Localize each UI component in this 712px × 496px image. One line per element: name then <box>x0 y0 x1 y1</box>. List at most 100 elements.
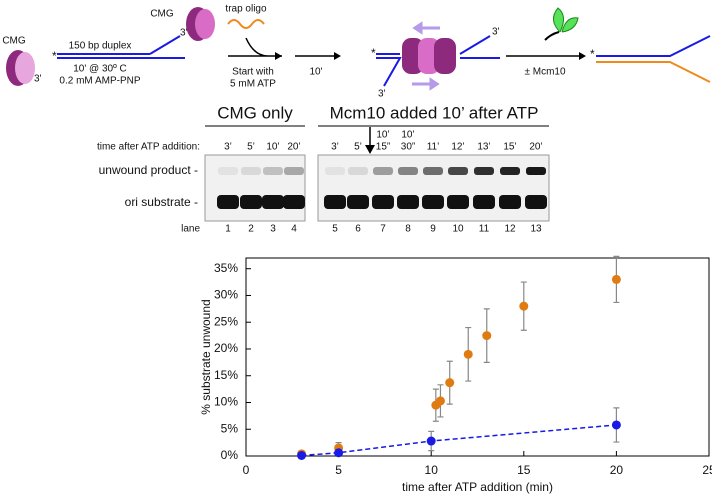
y-axis-label: % substrate unwound <box>199 299 213 414</box>
gel-label: ori substrate - <box>125 195 198 209</box>
product-band <box>423 167 443 175</box>
lane-number: 2 <box>248 224 254 235</box>
product-band <box>474 167 494 175</box>
lane-time: 10’ <box>266 142 279 153</box>
series-line <box>301 424 617 457</box>
gel-label: lane <box>181 224 200 235</box>
mcm10-shape <box>553 7 579 33</box>
point <box>297 450 307 460</box>
substrate-band <box>283 195 305 209</box>
y-tick-label: 20% <box>214 341 238 355</box>
motion-arrow <box>412 21 440 91</box>
x-tick-label: 5 <box>335 463 342 477</box>
label: 0.2 mM AMP-PNP <box>59 76 140 87</box>
product-band <box>284 167 304 175</box>
substrate-band <box>262 195 284 209</box>
substrate-band <box>447 195 469 209</box>
product-band <box>500 167 520 175</box>
y-tick-label: 10% <box>214 395 238 409</box>
substrate-band <box>473 195 495 209</box>
gel: CMG only Mcm10 added 10’ after ATP time … <box>97 103 550 235</box>
gel-header: CMG only <box>217 103 293 122</box>
product-band <box>448 167 468 175</box>
cmg-shape <box>195 9 215 39</box>
lane-time: 10’ <box>376 130 389 141</box>
x-tick-label: 15 <box>517 463 531 477</box>
substrate-band <box>525 195 547 209</box>
product-band <box>218 167 238 175</box>
product-band <box>526 167 546 175</box>
gel-panel <box>317 154 550 222</box>
lane-number: 11 <box>479 224 490 235</box>
lane-time: 30” <box>401 142 415 153</box>
label: trap oligo <box>225 4 267 15</box>
dna <box>596 61 711 83</box>
schematic: CMG 3' * 150 bp duplex 3' CMG 10' @ 30º … <box>2 4 711 100</box>
y-tick-label: 30% <box>214 288 238 302</box>
label: 5 mM ATP <box>230 79 276 90</box>
y-tick-label: 5% <box>221 421 239 435</box>
substrate-band <box>397 195 419 209</box>
gel-panel <box>204 154 306 222</box>
product-band <box>348 167 368 175</box>
arrow-head <box>365 145 375 154</box>
lane-number: 12 <box>504 224 516 235</box>
point <box>426 436 436 446</box>
label: 3' <box>492 27 500 38</box>
gel-label: time after ATP addition: <box>97 142 200 153</box>
lane-number: 10 <box>452 224 464 235</box>
arrow-head <box>579 52 586 60</box>
point <box>445 378 455 388</box>
dna <box>596 35 711 57</box>
lane-number: 4 <box>291 224 297 235</box>
product-band <box>373 167 393 175</box>
oligo <box>227 19 265 29</box>
x-tick-label: 0 <box>243 463 250 477</box>
product-band <box>325 167 345 175</box>
substrate-band <box>372 195 394 209</box>
lane-number: 7 <box>380 224 386 235</box>
label: 3' <box>378 89 386 100</box>
label: * <box>590 47 595 61</box>
lane-time: 5’ <box>247 142 255 153</box>
lane-time: 10’ <box>401 130 414 141</box>
mcm10-stem <box>544 31 560 41</box>
gel-lanes: 13’25’310’420’53’65’710’15”810’30”911’10… <box>217 130 547 235</box>
arrow-head <box>334 52 341 60</box>
dna <box>149 35 181 55</box>
y-tick-label: 25% <box>214 314 238 328</box>
substrate-band <box>347 195 369 209</box>
point <box>334 448 344 458</box>
label: * <box>371 46 376 60</box>
lane-time: 20’ <box>529 142 542 153</box>
y-tick-label: 35% <box>214 261 238 275</box>
label: 10' @ 30º C <box>73 64 127 75</box>
lane-number: 1 <box>225 224 231 235</box>
label: 3' <box>180 28 188 39</box>
arrow <box>228 37 282 57</box>
label: CMG <box>150 9 174 20</box>
gel-label: unwound product - <box>99 163 198 177</box>
y-tick-label: 15% <box>214 368 238 382</box>
label: ± Mcm10 <box>524 67 565 78</box>
label: Start with <box>232 67 274 78</box>
lane-time: 12’ <box>451 142 464 153</box>
lane-number: 3 <box>270 224 276 235</box>
x-tick-label: 20 <box>610 463 624 477</box>
arrow-head <box>275 52 282 60</box>
substrate-band <box>217 195 239 209</box>
label: CMG <box>2 36 26 47</box>
label: 10' <box>309 67 322 78</box>
label: 3' <box>34 74 42 85</box>
plot-frame <box>245 257 710 457</box>
lane-number: 13 <box>530 224 542 235</box>
substrate-band <box>240 195 262 209</box>
lane-time: 13’ <box>477 142 490 153</box>
lane-number: 6 <box>355 224 361 235</box>
cmg-shape <box>15 52 35 84</box>
point <box>435 396 445 406</box>
lane-time: 5’ <box>354 142 362 153</box>
point <box>463 349 473 359</box>
x-axis-label: time after ATP addition (min) <box>402 480 553 494</box>
